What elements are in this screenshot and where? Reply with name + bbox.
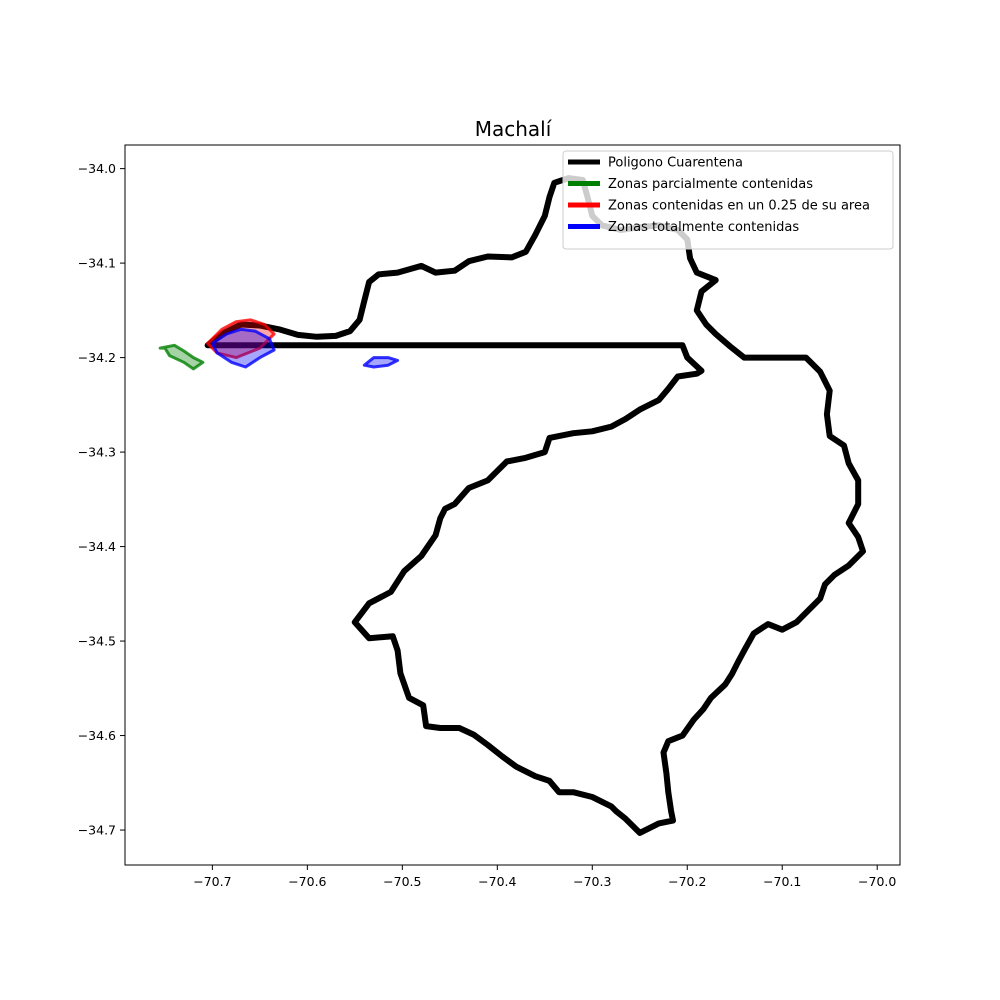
series-zonas-totalmente-contenidas bbox=[210, 327, 276, 369]
x-tick-label: −70.3 bbox=[573, 874, 611, 889]
y-tick-label: −34.7 bbox=[78, 823, 116, 838]
legend: Poligono Cuarentena Zonas parcialmente co… bbox=[562, 150, 894, 250]
legend-box bbox=[562, 150, 894, 250]
legend-label: Zonas contenidas en un 0.25 de su area bbox=[608, 199, 870, 214]
x-axis: −70.7 −70.6 −70.5 −70.4 −70.3 −70.2 −70.1 −70.0 bbox=[193, 865, 896, 889]
axes-frame bbox=[124, 144, 901, 866]
plot-area bbox=[158, 175, 866, 836]
legend-label: Zonas totalmente contenidas bbox=[608, 220, 799, 235]
series-zonas-parcialmente-contenidas bbox=[158, 343, 205, 371]
x-tick-label: −70.1 bbox=[763, 874, 801, 889]
x-tick-label: −70.5 bbox=[383, 874, 421, 889]
x-tick-label: −70.2 bbox=[668, 874, 706, 889]
y-tick-label: −34.6 bbox=[78, 728, 116, 743]
chart-title: Machalí bbox=[475, 117, 553, 141]
series-quarantine-polygon bbox=[204, 175, 866, 836]
x-tick-label: −70.6 bbox=[288, 874, 326, 889]
x-tick-label: −70.4 bbox=[478, 874, 516, 889]
legend-label: Poligono Cuarentena bbox=[608, 156, 743, 171]
series-zonas-totalmente-contenidas-island bbox=[362, 356, 400, 369]
y-tick-label: −34.0 bbox=[78, 161, 116, 176]
y-tick-label: −34.1 bbox=[78, 256, 116, 271]
legend-label: Zonas parcialmente contenidas bbox=[608, 177, 813, 192]
x-tick-label: −70.7 bbox=[193, 874, 231, 889]
x-tick-label: −70.0 bbox=[858, 874, 896, 889]
y-tick-label: −34.3 bbox=[78, 445, 116, 460]
y-tick-label: −34.4 bbox=[78, 539, 116, 554]
y-axis: −34.0 −34.1 −34.2 −34.3 −34.4 −34.5 −34.6 −34.7 bbox=[78, 161, 125, 838]
y-tick-label: −34.5 bbox=[78, 634, 116, 649]
y-tick-label: −34.2 bbox=[78, 350, 116, 365]
series-zonas-contenidas-en-un-0-25-de-su-area bbox=[206, 318, 276, 360]
